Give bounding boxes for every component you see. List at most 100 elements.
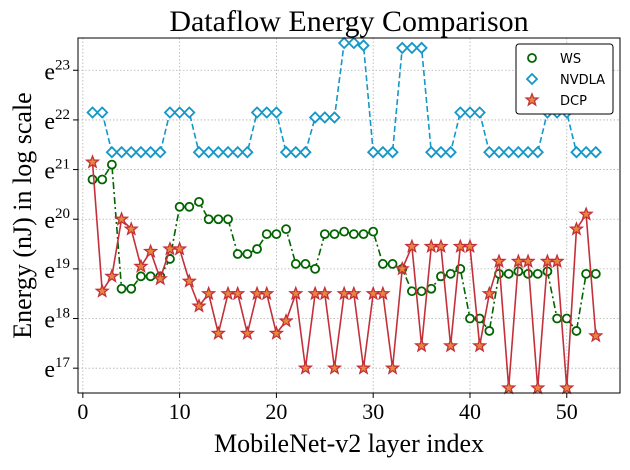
nvdla-marker [86, 106, 99, 119]
ws-marker [348, 229, 359, 240]
ws-marker [581, 268, 592, 279]
nvdla-marker [405, 41, 419, 55]
dcp-marker [230, 285, 246, 301]
nvdla-marker [473, 106, 486, 119]
ws-marker [358, 229, 369, 240]
nvdla-marker [357, 39, 370, 52]
ws-marker [339, 226, 350, 237]
plot-frame [77, 37, 621, 394]
dcp-marker [278, 312, 294, 328]
nvdla-marker [153, 145, 167, 159]
legend-label: WS [560, 52, 581, 67]
dcp-marker [317, 285, 333, 301]
dcp-marker [181, 273, 197, 288]
ws-marker [194, 196, 204, 207]
dcp-marker [413, 337, 430, 353]
dcp-marker [142, 243, 159, 259]
nvdla-marker [173, 106, 186, 119]
ws-marker [261, 229, 272, 240]
dcp-marker [210, 325, 227, 340]
ws-marker [213, 214, 224, 225]
ws-marker [416, 286, 427, 297]
ws-marker [232, 249, 243, 259]
nvdla-marker [434, 145, 448, 159]
ws-marker [445, 268, 456, 279]
x-axis-label: MobileNet-v2 layer index [214, 429, 484, 458]
ws-marker [97, 174, 108, 185]
ws-marker [126, 283, 137, 294]
dcp-marker [326, 360, 343, 375]
nvdla-marker [492, 145, 506, 159]
dcp-marker [200, 285, 217, 301]
dcp-marker [491, 253, 507, 268]
ws-marker [310, 263, 321, 274]
dcp-marker [530, 379, 546, 395]
dcp-marker [375, 285, 391, 301]
dcp-marker [568, 221, 585, 236]
dcp-marker [355, 360, 372, 375]
dcp-marker [104, 268, 120, 283]
dcp-marker [559, 379, 575, 395]
dcp-marker [171, 240, 188, 256]
dcp-marker [191, 298, 207, 313]
ws-marker [271, 229, 282, 240]
x-tick-label: 30 [362, 399, 384, 424]
nvdla-marker [260, 106, 274, 119]
dcp-marker [346, 285, 362, 301]
dcp-marker [520, 253, 536, 268]
dcp-marker [578, 206, 594, 221]
dcp-marker [94, 283, 110, 298]
y-axis-label: Energy (nJ) in log scale [8, 92, 37, 338]
dcp-marker [259, 285, 275, 301]
nvdla-marker [318, 111, 332, 124]
nvdla-marker [289, 145, 303, 159]
nvdla-marker [124, 145, 138, 159]
dcp-marker [133, 258, 149, 273]
dcp-marker [501, 379, 517, 395]
ws-marker [242, 249, 253, 259]
ws-marker [329, 229, 340, 240]
nvdla-marker [415, 41, 428, 55]
dcp-marker [384, 360, 401, 375]
dcp-marker [433, 238, 449, 254]
y-tick-label: e22 [44, 107, 70, 135]
nvdla-marker [212, 145, 225, 159]
nvdla-marker [570, 145, 583, 159]
ws-marker [203, 214, 214, 225]
dcp-marker [471, 337, 488, 353]
nvdla-marker [589, 145, 603, 159]
dcp-marker [239, 325, 256, 340]
ws-marker [552, 313, 562, 324]
nvdla-marker [525, 72, 539, 86]
ws-marker [174, 201, 185, 212]
nvdla-marker [463, 106, 477, 119]
nvdla-marker [512, 145, 525, 159]
ws-marker [252, 244, 262, 254]
nvdla-marker [347, 36, 361, 50]
nvdla-marker [531, 145, 545, 159]
x-tick-label: 50 [556, 399, 578, 424]
series-dcp [84, 154, 604, 395]
legend-box [515, 43, 614, 115]
dcp-marker [394, 260, 410, 276]
nvdla-marker [444, 145, 457, 159]
ws-marker [116, 283, 127, 294]
ws-marker [106, 159, 117, 170]
dcp-marker [404, 238, 420, 254]
y-tick-label: e23 [44, 57, 70, 85]
ws-marker [590, 268, 601, 279]
nvdla-marker [279, 145, 293, 159]
nvdla-marker [192, 145, 206, 159]
x-tick-label: 10 [169, 399, 191, 424]
nvdla-marker [95, 106, 109, 119]
ws-marker [281, 224, 291, 235]
ws-marker [561, 313, 572, 324]
dcp-marker [84, 154, 101, 169]
dcp-marker [481, 285, 498, 301]
ws-marker [387, 259, 398, 269]
ws-marker [426, 283, 437, 294]
nvdla-marker [395, 41, 409, 55]
nvdla-marker [454, 106, 467, 119]
dcp-marker [462, 238, 478, 254]
